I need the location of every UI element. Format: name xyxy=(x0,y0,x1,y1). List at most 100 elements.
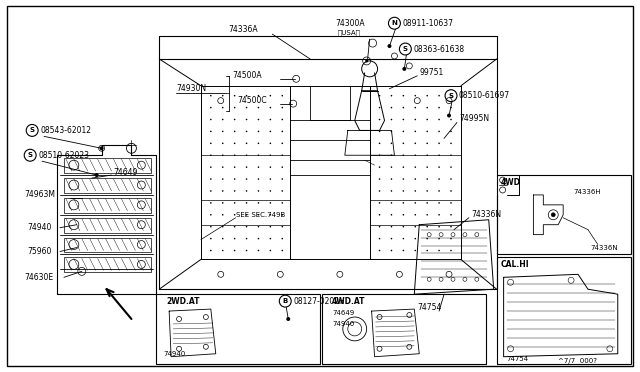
Circle shape xyxy=(222,131,223,132)
Circle shape xyxy=(210,202,212,203)
Circle shape xyxy=(403,95,404,96)
Circle shape xyxy=(438,154,440,156)
Circle shape xyxy=(438,202,440,203)
Circle shape xyxy=(450,154,452,156)
Circle shape xyxy=(222,142,223,144)
Circle shape xyxy=(246,214,247,216)
Circle shape xyxy=(269,142,271,144)
Circle shape xyxy=(447,113,451,118)
Circle shape xyxy=(269,119,271,120)
Circle shape xyxy=(390,178,392,180)
Circle shape xyxy=(426,154,428,156)
Circle shape xyxy=(269,95,271,96)
Circle shape xyxy=(438,142,440,144)
Bar xyxy=(64,158,151,173)
Circle shape xyxy=(222,190,223,192)
Circle shape xyxy=(258,95,259,96)
Circle shape xyxy=(379,202,380,203)
Circle shape xyxy=(415,190,416,192)
Circle shape xyxy=(403,154,404,156)
Circle shape xyxy=(426,202,428,203)
Circle shape xyxy=(403,67,406,71)
Circle shape xyxy=(258,214,259,216)
Circle shape xyxy=(390,142,392,144)
Circle shape xyxy=(450,107,452,108)
Circle shape xyxy=(269,154,271,156)
Circle shape xyxy=(390,250,392,251)
Circle shape xyxy=(450,119,452,120)
Circle shape xyxy=(258,142,259,144)
Circle shape xyxy=(210,226,212,228)
Circle shape xyxy=(415,214,416,216)
Text: 74336N: 74336N xyxy=(471,210,501,219)
Circle shape xyxy=(415,95,416,96)
Circle shape xyxy=(210,142,212,144)
Circle shape xyxy=(222,250,223,251)
Bar xyxy=(64,218,151,232)
Circle shape xyxy=(390,238,392,240)
Circle shape xyxy=(551,213,556,217)
Text: 74963M: 74963M xyxy=(24,190,55,199)
Circle shape xyxy=(438,190,440,192)
Text: 4WD.AT: 4WD.AT xyxy=(332,296,365,306)
Text: 08911-10637: 08911-10637 xyxy=(403,19,453,28)
Bar xyxy=(156,294,320,364)
Text: 74940: 74940 xyxy=(28,223,52,232)
Circle shape xyxy=(258,154,259,156)
Circle shape xyxy=(390,202,392,203)
Circle shape xyxy=(246,107,247,108)
Circle shape xyxy=(222,226,223,228)
Circle shape xyxy=(210,131,212,132)
Circle shape xyxy=(438,119,440,120)
Circle shape xyxy=(282,250,283,251)
Text: 08363-61638: 08363-61638 xyxy=(413,45,465,54)
Bar xyxy=(497,175,630,254)
Circle shape xyxy=(379,142,380,144)
Circle shape xyxy=(282,202,283,203)
Circle shape xyxy=(222,238,223,240)
Circle shape xyxy=(379,154,380,156)
Circle shape xyxy=(258,238,259,240)
Circle shape xyxy=(282,238,283,240)
Circle shape xyxy=(403,202,404,203)
Circle shape xyxy=(210,190,212,192)
Circle shape xyxy=(246,131,247,132)
Circle shape xyxy=(438,131,440,132)
Circle shape xyxy=(403,250,404,251)
Circle shape xyxy=(269,131,271,132)
Text: CAL.HI: CAL.HI xyxy=(500,260,529,269)
Circle shape xyxy=(269,178,271,180)
Circle shape xyxy=(222,166,223,168)
Circle shape xyxy=(438,166,440,168)
Circle shape xyxy=(403,131,404,132)
Circle shape xyxy=(415,131,416,132)
Circle shape xyxy=(234,107,236,108)
Circle shape xyxy=(282,190,283,192)
Bar xyxy=(64,238,151,253)
Circle shape xyxy=(390,214,392,216)
Circle shape xyxy=(379,190,380,192)
Circle shape xyxy=(403,107,404,108)
Circle shape xyxy=(450,214,452,216)
Circle shape xyxy=(282,178,283,180)
Text: 〈USA〉: 〈USA〉 xyxy=(338,30,361,36)
Circle shape xyxy=(100,146,104,150)
Bar xyxy=(64,257,151,272)
Circle shape xyxy=(246,250,247,251)
Circle shape xyxy=(234,119,236,120)
Circle shape xyxy=(258,166,259,168)
Circle shape xyxy=(426,178,428,180)
Circle shape xyxy=(269,190,271,192)
Circle shape xyxy=(210,107,212,108)
Circle shape xyxy=(234,95,236,96)
Circle shape xyxy=(426,238,428,240)
Circle shape xyxy=(246,95,247,96)
Circle shape xyxy=(282,214,283,216)
Circle shape xyxy=(450,142,452,144)
Circle shape xyxy=(426,166,428,168)
Circle shape xyxy=(379,107,380,108)
Circle shape xyxy=(379,119,380,120)
Text: S: S xyxy=(403,46,408,52)
Circle shape xyxy=(246,202,247,203)
Circle shape xyxy=(210,95,212,96)
